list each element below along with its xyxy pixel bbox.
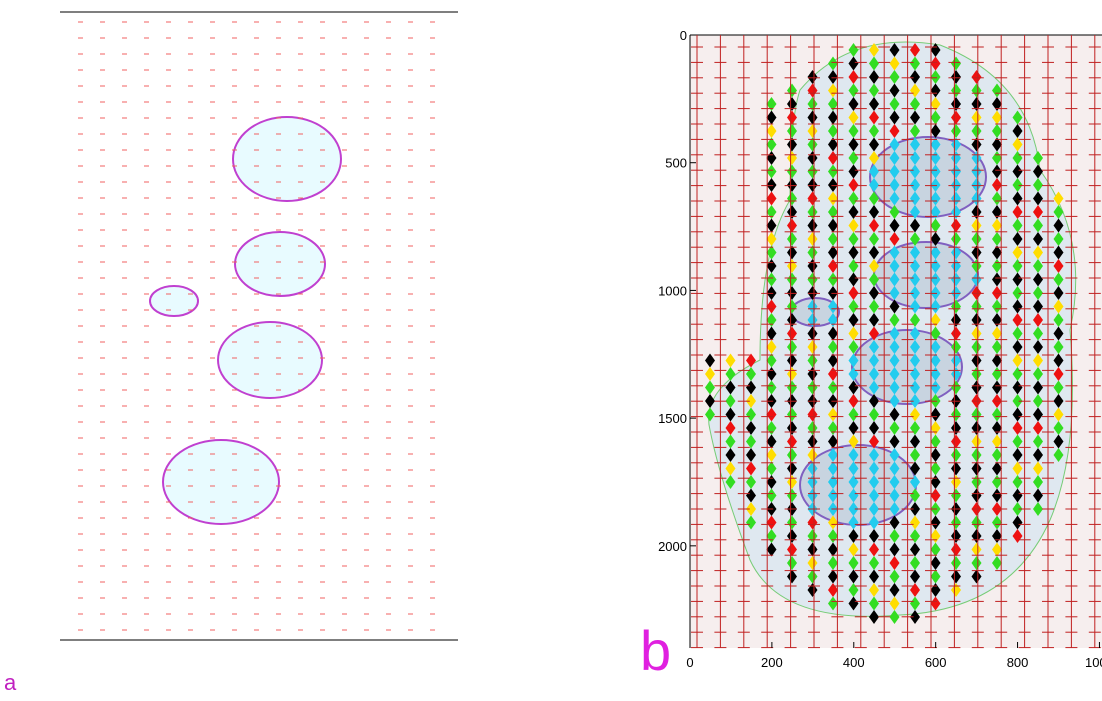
x-tick-label: 0 — [686, 655, 693, 670]
pore — [874, 242, 978, 308]
pore — [233, 117, 341, 201]
x-tick-label: 800 — [1007, 655, 1029, 670]
pore — [163, 440, 279, 524]
panel-a: a — [4, 12, 458, 695]
figure: a b 0 500 1000 1500 2000 0 200 400 600 800 1000 — [0, 0, 1102, 696]
pore — [150, 286, 198, 316]
pores — [150, 117, 341, 524]
pore — [870, 137, 986, 217]
panel-label: a — [4, 670, 17, 695]
pore — [235, 232, 325, 296]
x-tick-label: 600 — [925, 655, 947, 670]
pore — [800, 445, 916, 525]
y-tick-label: 1500 — [658, 411, 687, 426]
y-tick-label: 1000 — [658, 283, 687, 298]
pore — [218, 322, 322, 398]
panel-b: b 0 500 1000 1500 2000 0 200 400 600 800 1000 — [640, 28, 1102, 682]
y-tick-label: 2000 — [658, 539, 687, 554]
x-tick-label: 400 — [843, 655, 865, 670]
x-tick-label: 1000 — [1085, 655, 1102, 670]
x-tick-label: 200 — [761, 655, 783, 670]
y-tick-label: 0 — [680, 28, 687, 43]
y-tick-label: 500 — [665, 156, 687, 171]
panel-label: b — [640, 619, 671, 682]
pore — [852, 330, 962, 404]
